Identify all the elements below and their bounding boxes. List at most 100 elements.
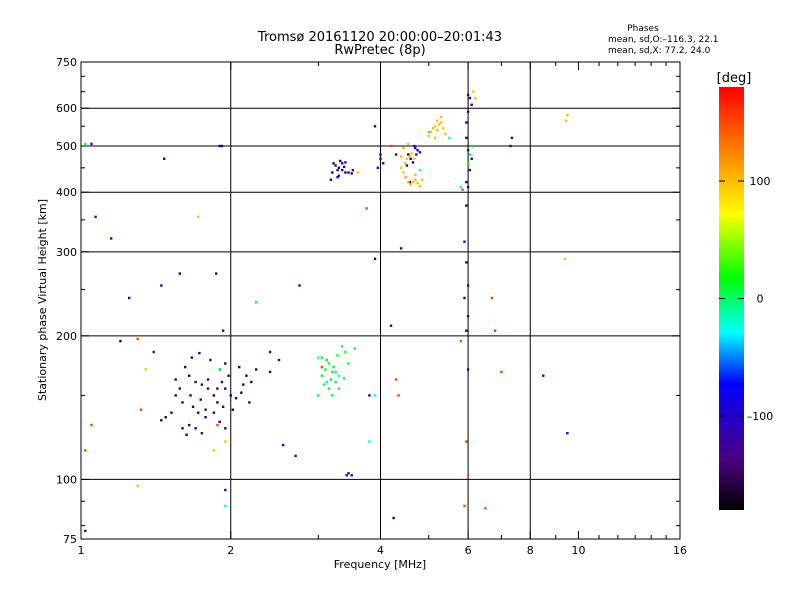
data-point xyxy=(320,365,324,369)
data-point xyxy=(405,164,409,167)
data-point xyxy=(174,378,177,381)
data-point xyxy=(344,161,347,164)
data-point xyxy=(184,365,187,369)
data-point xyxy=(566,432,569,435)
data-point xyxy=(402,171,405,174)
data-point xyxy=(416,149,419,152)
x-tick-label: 4 xyxy=(377,544,384,557)
data-point xyxy=(405,157,409,160)
data-point xyxy=(220,380,224,384)
data-point xyxy=(337,387,341,390)
data-point xyxy=(231,408,235,411)
data-point xyxy=(119,339,122,343)
x-tick-label: 2 xyxy=(227,544,234,557)
data-point xyxy=(448,136,451,140)
data-point xyxy=(414,146,417,150)
data-point xyxy=(466,474,470,477)
data-point xyxy=(341,162,344,165)
data-point xyxy=(438,123,441,126)
data-point xyxy=(368,394,371,397)
data-point xyxy=(399,247,403,250)
data-point xyxy=(334,164,337,167)
data-point xyxy=(178,272,181,275)
data-point xyxy=(234,397,238,400)
data-point xyxy=(336,354,339,357)
data-point xyxy=(418,168,422,172)
data-point xyxy=(277,358,281,362)
data-point xyxy=(190,356,193,359)
data-point xyxy=(136,337,139,341)
y-tick-label: 75 xyxy=(63,533,77,546)
data-point xyxy=(204,416,207,419)
data-point xyxy=(329,378,333,381)
data-point xyxy=(334,370,337,374)
data-point xyxy=(128,296,131,300)
data-point xyxy=(174,394,177,397)
data-point xyxy=(459,339,462,343)
data-point xyxy=(90,423,93,427)
data-point xyxy=(466,314,470,318)
data-point xyxy=(413,157,416,160)
data-point xyxy=(484,507,487,510)
data-point xyxy=(227,374,230,377)
data-point xyxy=(218,368,221,371)
data-point xyxy=(440,115,443,119)
data-point xyxy=(542,374,545,377)
data-point xyxy=(317,394,320,397)
data-point xyxy=(221,329,225,332)
data-point xyxy=(215,272,218,275)
data-point xyxy=(181,427,184,430)
data-point xyxy=(389,144,393,148)
data-point xyxy=(336,168,339,172)
data-point xyxy=(322,383,326,386)
data-point xyxy=(414,178,417,181)
data-point xyxy=(320,374,324,377)
data-point xyxy=(411,180,415,184)
data-point xyxy=(563,257,567,260)
data-point xyxy=(373,257,377,260)
data-point xyxy=(356,171,359,174)
data-point xyxy=(144,368,147,371)
data-point xyxy=(218,144,221,148)
data-point xyxy=(339,159,342,163)
chart-subtitle: RwPretec (8p) xyxy=(334,43,425,58)
data-point xyxy=(463,240,466,243)
data-point xyxy=(337,174,341,177)
data-point xyxy=(250,380,253,384)
data-point xyxy=(465,180,468,184)
data-point xyxy=(490,296,494,300)
data-point xyxy=(240,391,243,394)
data-point xyxy=(351,168,355,172)
x-axis-ticks: 1 2 4 6 8 10 16 xyxy=(78,62,687,557)
data-point xyxy=(224,362,227,365)
data-point xyxy=(350,172,353,175)
data-point xyxy=(433,136,437,140)
data-point xyxy=(379,157,382,160)
data-point xyxy=(466,185,470,189)
data-point xyxy=(433,125,437,128)
data-point xyxy=(376,166,379,169)
data-point xyxy=(408,180,411,184)
data-point xyxy=(427,134,430,138)
data-point xyxy=(152,350,155,354)
data-point xyxy=(466,284,470,287)
data-point xyxy=(170,411,173,414)
data-point xyxy=(216,387,219,390)
data-point xyxy=(420,178,424,181)
data-point xyxy=(465,329,468,332)
x-tick-label: 10 xyxy=(571,544,585,557)
data-point xyxy=(431,126,435,130)
data-point xyxy=(229,394,232,397)
data-point xyxy=(110,237,113,240)
data-point xyxy=(90,142,93,146)
data-point xyxy=(466,93,470,97)
data-point xyxy=(414,173,417,176)
data-point xyxy=(399,166,403,169)
data-point xyxy=(224,488,227,492)
x-tick-label: 16 xyxy=(673,544,687,557)
data-point xyxy=(198,351,201,355)
data-point xyxy=(436,119,439,122)
data-point xyxy=(413,144,416,148)
data-point xyxy=(294,454,297,458)
